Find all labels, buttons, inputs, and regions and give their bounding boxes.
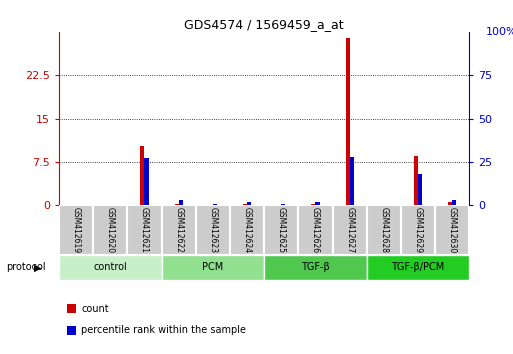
Text: protocol: protocol bbox=[6, 262, 46, 272]
Text: TGF-β: TGF-β bbox=[301, 262, 330, 272]
Bar bbox=[213, 204, 217, 205]
Bar bbox=[448, 202, 452, 205]
Bar bbox=[179, 200, 183, 205]
Text: GSM412620: GSM412620 bbox=[106, 207, 115, 253]
Text: GSM412624: GSM412624 bbox=[243, 207, 251, 253]
Text: GSM412630: GSM412630 bbox=[448, 207, 457, 253]
Bar bbox=[281, 204, 285, 205]
Text: GSM412622: GSM412622 bbox=[174, 207, 183, 253]
Bar bbox=[435, 205, 469, 255]
Text: GSM412619: GSM412619 bbox=[72, 207, 81, 253]
Bar bbox=[230, 205, 264, 255]
Bar bbox=[311, 204, 315, 205]
Text: GSM412626: GSM412626 bbox=[311, 207, 320, 253]
Bar bbox=[346, 38, 350, 205]
Text: GSM412628: GSM412628 bbox=[380, 207, 388, 253]
Bar bbox=[299, 205, 332, 255]
Bar bbox=[401, 205, 435, 255]
Text: 100%: 100% bbox=[486, 27, 513, 37]
Bar bbox=[162, 255, 264, 280]
Bar bbox=[367, 255, 469, 280]
Bar bbox=[264, 205, 299, 255]
Title: GDS4574 / 1569459_a_at: GDS4574 / 1569459_a_at bbox=[184, 18, 344, 31]
Bar bbox=[418, 174, 422, 205]
Bar bbox=[196, 205, 230, 255]
Bar bbox=[174, 204, 179, 205]
Text: percentile rank within the sample: percentile rank within the sample bbox=[81, 325, 246, 335]
Bar bbox=[315, 202, 320, 205]
Bar bbox=[414, 156, 418, 205]
Text: count: count bbox=[81, 304, 109, 314]
Bar bbox=[332, 205, 367, 255]
Text: GSM412625: GSM412625 bbox=[277, 207, 286, 253]
Text: TGF-β/PCM: TGF-β/PCM bbox=[391, 262, 445, 272]
Bar bbox=[145, 159, 149, 205]
Text: GSM412621: GSM412621 bbox=[140, 207, 149, 253]
Bar bbox=[127, 205, 162, 255]
Text: GSM412623: GSM412623 bbox=[208, 207, 218, 253]
Bar bbox=[59, 255, 162, 280]
Text: ▶: ▶ bbox=[34, 262, 41, 272]
Text: GSM412629: GSM412629 bbox=[413, 207, 423, 253]
Bar bbox=[162, 205, 196, 255]
Bar bbox=[59, 205, 93, 255]
Bar bbox=[247, 202, 251, 205]
Bar bbox=[367, 205, 401, 255]
Bar bbox=[141, 146, 145, 205]
Bar bbox=[264, 255, 367, 280]
Bar bbox=[452, 200, 457, 205]
Bar bbox=[350, 157, 354, 205]
Text: GSM412627: GSM412627 bbox=[345, 207, 354, 253]
Bar bbox=[93, 205, 127, 255]
Text: control: control bbox=[93, 262, 127, 272]
Text: PCM: PCM bbox=[202, 262, 224, 272]
